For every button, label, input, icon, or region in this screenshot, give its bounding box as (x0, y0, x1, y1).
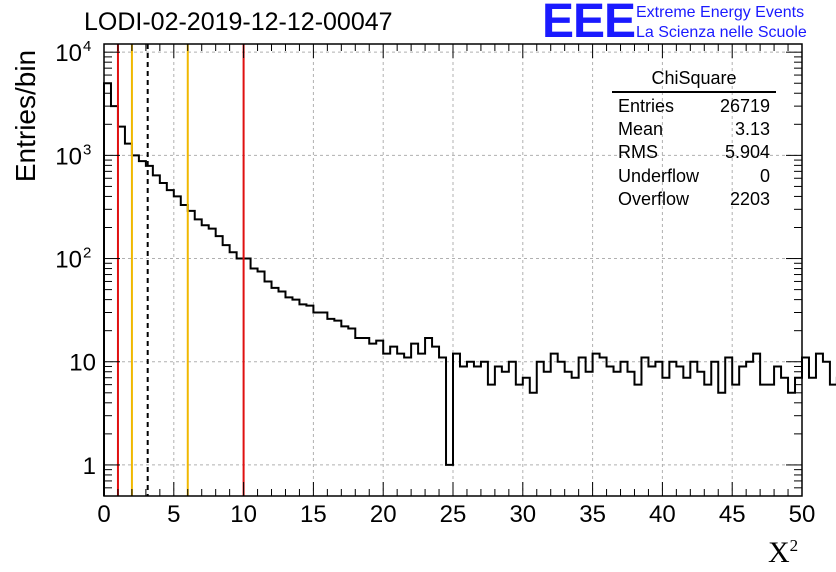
x-tick-label: 0 (97, 501, 110, 528)
y-tick-label-exponent: 2 (83, 245, 91, 262)
x-tick-label: 20 (370, 501, 397, 528)
eee-logo-mark: EEE (542, 0, 636, 48)
stats-label: RMS (618, 142, 658, 163)
logo-line-1: Extreme Energy Events (636, 4, 805, 21)
x-tick-label: 10 (230, 501, 257, 528)
x-tick-label: 15 (300, 501, 327, 528)
stats-value: 2203 (729, 188, 770, 209)
stats-value: 26719 (719, 96, 770, 116)
y-tick-label: 10 (55, 143, 82, 170)
stats-label: Underflow (618, 165, 700, 186)
stats-label: Overflow (618, 188, 690, 209)
x-tick-label: 40 (649, 501, 676, 528)
stats-row: RMS 5.904 (612, 141, 776, 164)
plot-title: LODI-02-2019-12-12-00047 (84, 8, 393, 36)
stats-row: Overflow 2203 (612, 188, 776, 211)
y-tick-label-exponent: 3 (83, 141, 91, 158)
histogram-bars (103, 82, 836, 496)
x-axis-label: X2 (768, 536, 798, 570)
stats-value: 0 (759, 165, 770, 186)
stats-row: Mean 3.13 (612, 118, 776, 141)
stats-value: 3.13 (734, 119, 770, 140)
x-axis-label-sup: 2 (789, 536, 799, 555)
logo-line-2: La Scienza nelle Scuole (636, 24, 807, 41)
y-tick-label: 10 (55, 247, 82, 274)
stats-title: ChiSquare (612, 68, 776, 93)
stats-row: Underflow 0 (612, 165, 776, 188)
marker-lines (116, 44, 245, 496)
x-tick-label: 45 (719, 501, 746, 528)
y-tick-label: 10 (69, 350, 96, 377)
stats-box: ChiSquare Entries 26719 Mean 3.13 RMS 5.904… (612, 68, 776, 211)
y-axis-label: Entries/bin (10, 49, 41, 183)
axis-ticks (103, 44, 803, 497)
y-tick-label-exponent: 4 (83, 38, 91, 55)
x-tick-label: 35 (579, 501, 606, 528)
x-tick-label: 30 (509, 501, 536, 528)
x-axis-label-base: X (768, 536, 790, 569)
stats-label: Entries (618, 96, 675, 116)
y-tick-label: 1 (83, 453, 96, 480)
stats-label: Mean (618, 119, 664, 140)
stats-value: 5.904 (724, 142, 770, 163)
stats-row: Entries 26719 (612, 95, 776, 118)
y-tick-label: 10 (55, 40, 82, 67)
histogram-outline (103, 82, 836, 496)
x-tick-labels: 0 5 10 15 20 25 30 35 40 45 50 (97, 501, 815, 528)
x-tick-label: 50 (789, 501, 816, 528)
x-tick-label: 25 (440, 501, 467, 528)
x-tick-label: 5 (167, 501, 180, 528)
